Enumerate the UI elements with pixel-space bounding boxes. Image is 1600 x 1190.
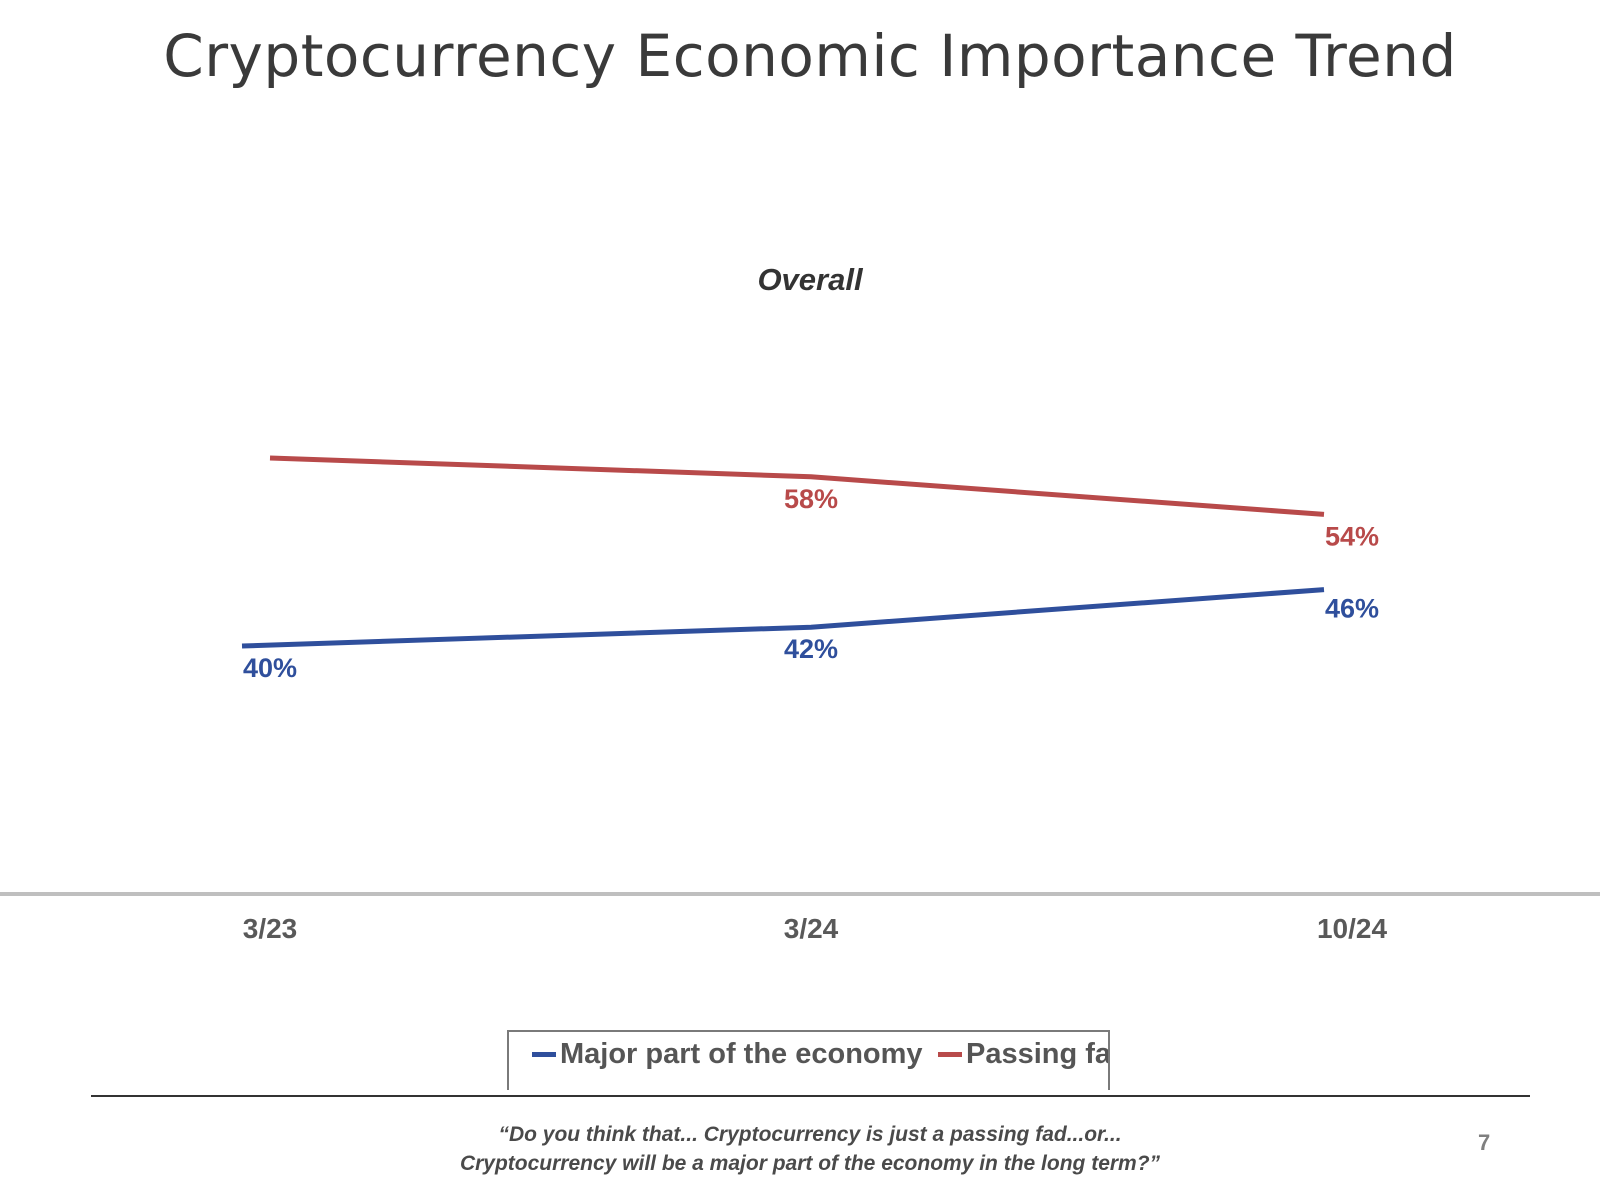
x-axis-ticks: 3/23 3/24 10/24 <box>243 913 1388 944</box>
series-line-0 <box>241 587 1325 649</box>
legend-swatch-major <box>532 1052 556 1057</box>
slide-title: Cryptocurrency Economic Importance Trend <box>163 22 1457 90</box>
survey-question-footnote: “Do you think that... Cryptocurrency is … <box>0 1120 1600 1178</box>
x-tick-label-2: 10/24 <box>1317 913 1387 944</box>
legend-item-fad: Passing fad <box>938 1038 1110 1071</box>
legend: Major part of the economy Passing fad <box>507 1030 1110 1090</box>
data-label-s0-2: 46% <box>1325 594 1379 624</box>
series-line-1 <box>269 455 1325 517</box>
page-number: 7 <box>1478 1130 1491 1155</box>
data-label-s1-2: 54% <box>1325 521 1379 551</box>
data-labels: 40% 42% 46% 58% 54% <box>243 484 1379 683</box>
legend-label-fad: Passing fad <box>966 1038 1110 1070</box>
legend-swatch-fad <box>938 1052 962 1057</box>
legend-item-major: Major part of the economy <box>532 1038 923 1071</box>
data-label-s0-0: 40% <box>243 653 297 683</box>
data-label-s1-1: 58% <box>784 484 838 514</box>
footnote-line-2: Cryptocurrency will be a major part of t… <box>459 1152 1161 1175</box>
series-lines <box>241 455 1325 649</box>
footnote-line-1: “Do you think that... Cryptocurrency is … <box>498 1123 1122 1146</box>
x-tick-label-1: 3/24 <box>784 913 839 944</box>
data-label-s0-1: 42% <box>784 634 838 664</box>
legend-label-major: Major part of the economy <box>560 1038 923 1070</box>
x-tick-label-0: 3/23 <box>243 913 298 944</box>
footer-divider <box>91 1095 1530 1097</box>
chart-title: Overall <box>757 262 863 297</box>
